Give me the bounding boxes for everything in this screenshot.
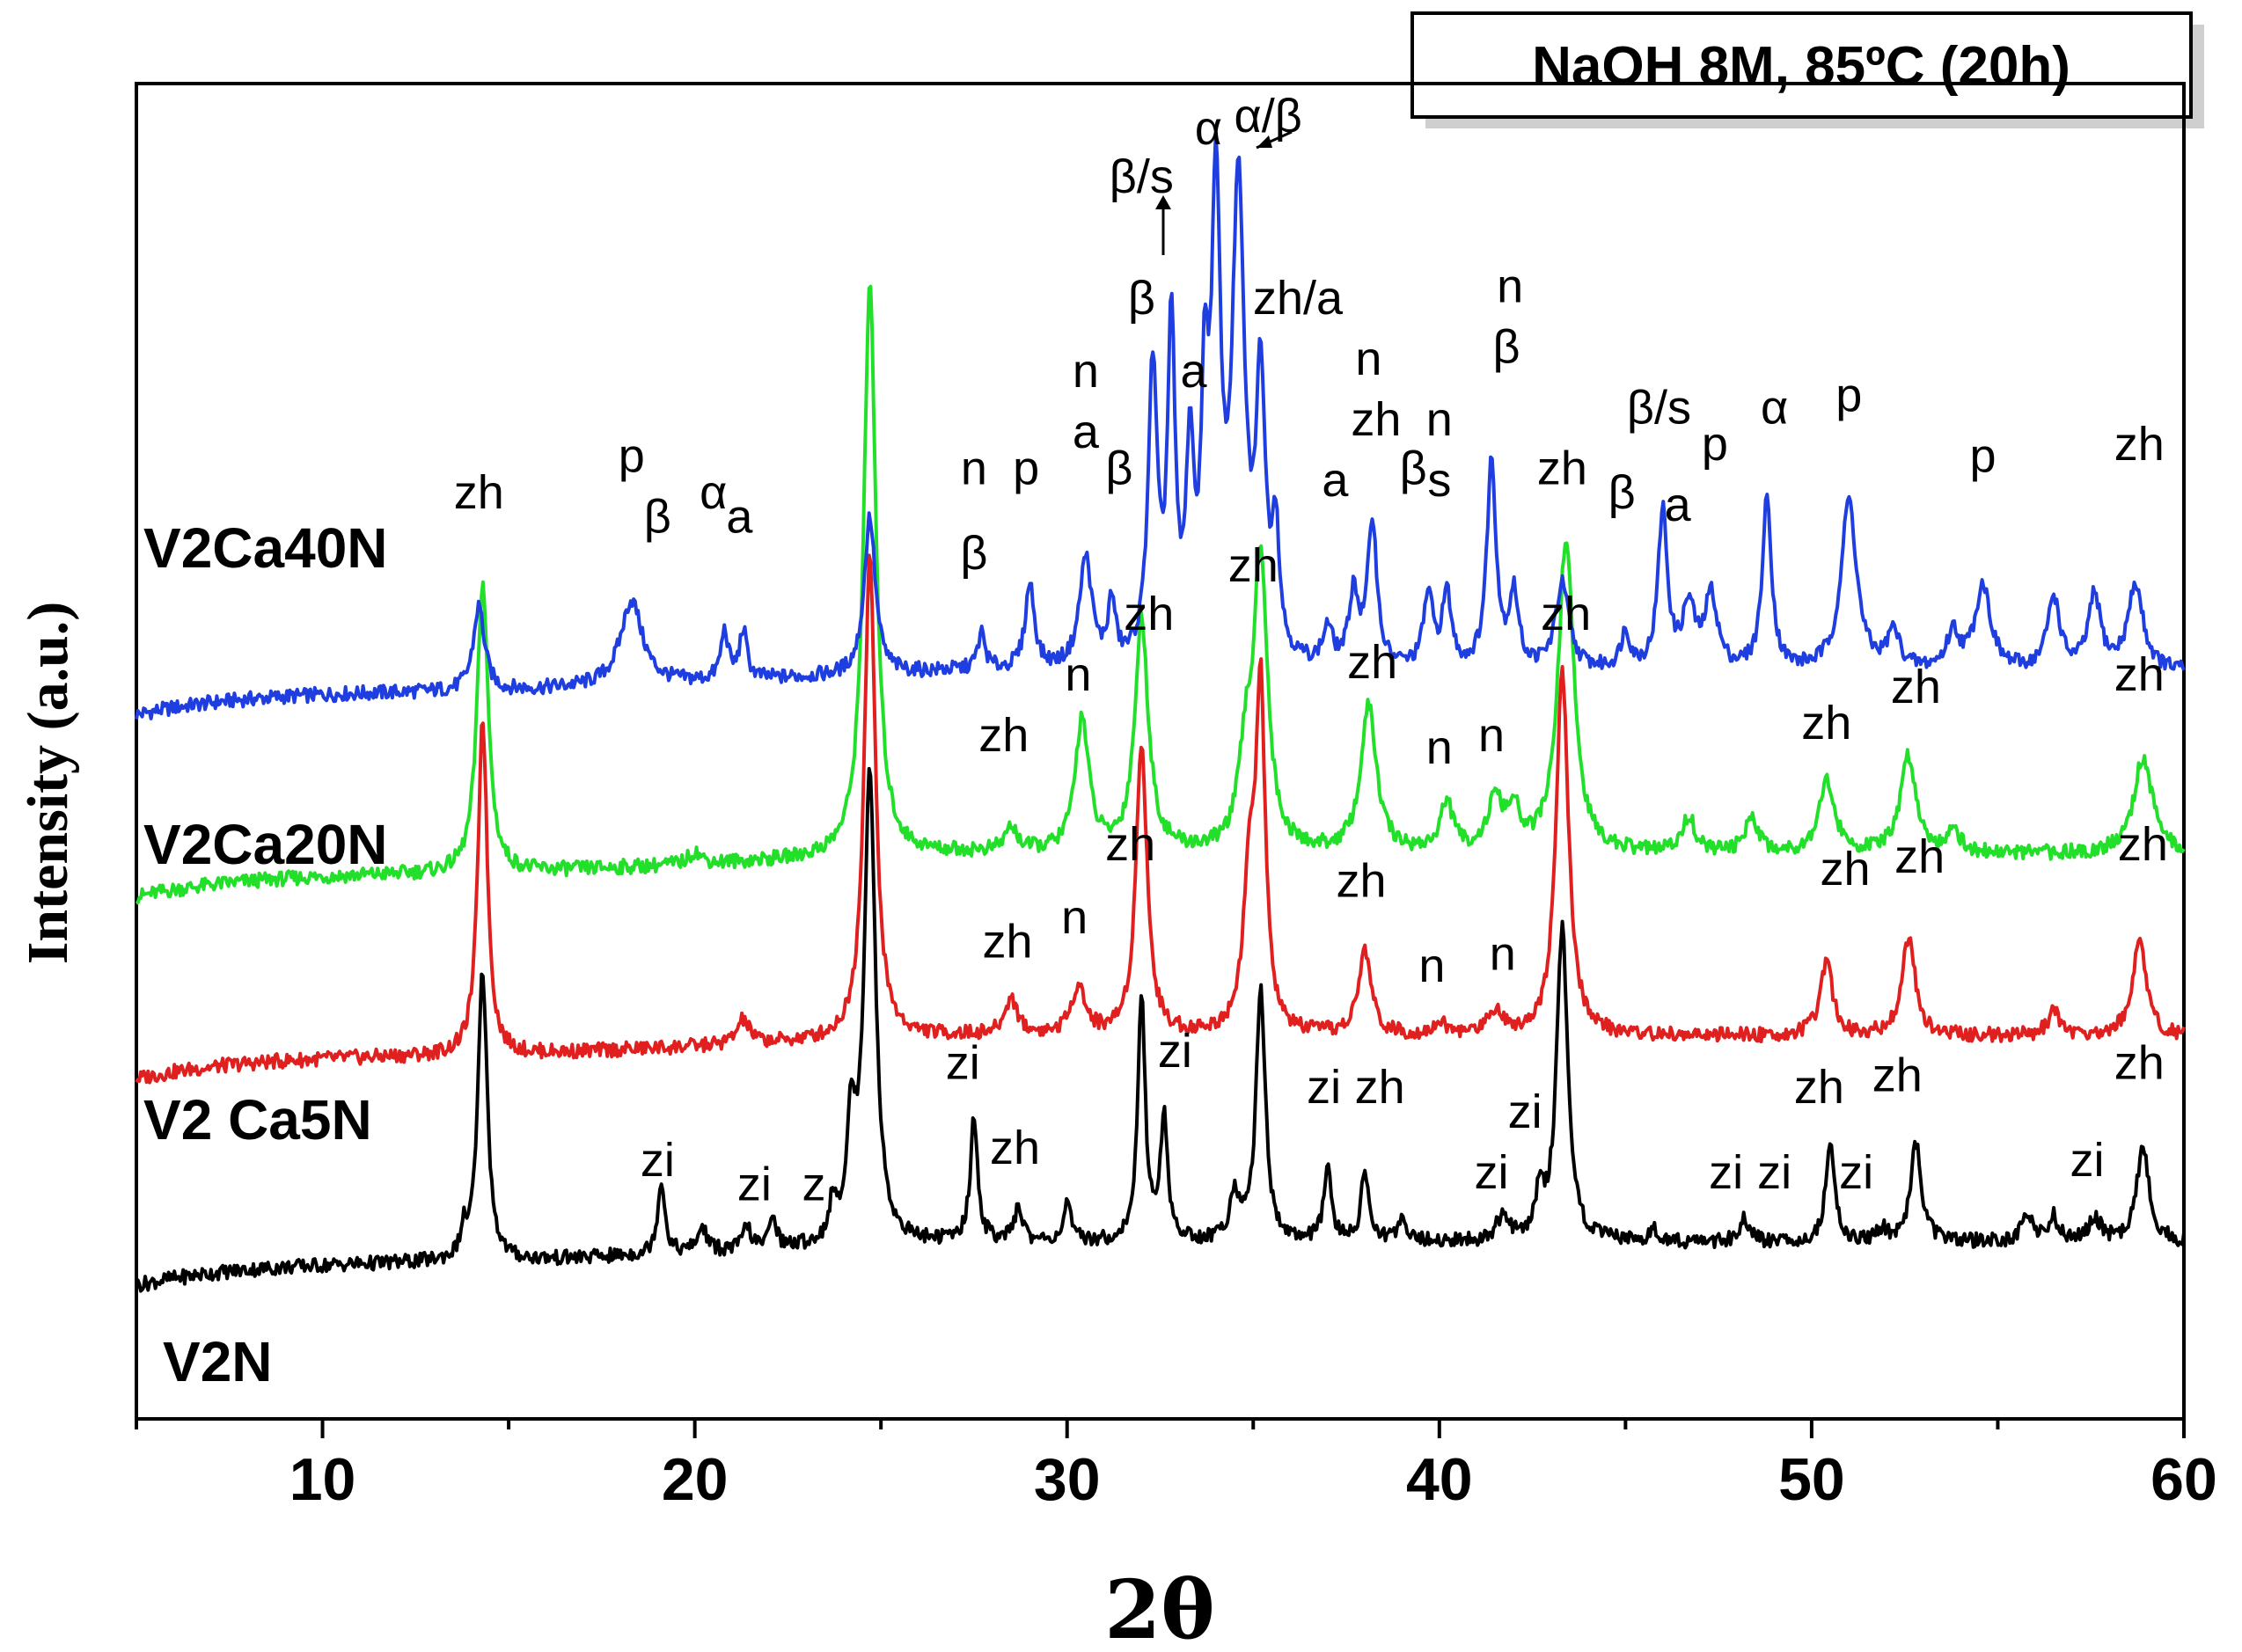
peak-annotation: zh	[1105, 818, 1155, 871]
peak-annotation: a	[1073, 406, 1100, 458]
peak-annotation: β	[1128, 272, 1155, 325]
peak-annotation: zh	[1872, 1049, 1923, 1101]
x-axis-title: 2θ	[1104, 1562, 1214, 1652]
peak-annotation: β	[1608, 466, 1636, 519]
series-line-v2ca40n	[135, 132, 2186, 720]
x-tick-label: 60	[2150, 1446, 2217, 1513]
peak-annotation: zh	[1820, 843, 1870, 895]
arrow-head-alpha-beta	[1257, 135, 1272, 148]
plot-frame	[135, 82, 2186, 1421]
condition-box: NaOH 8M, 85ºC (20h)	[1410, 11, 2204, 128]
peak-annotation: zi	[737, 1159, 772, 1211]
peak-annotation: p	[1970, 430, 1997, 483]
peak-annotation: zh	[1336, 855, 1386, 908]
peak-annotation: zi	[1757, 1146, 1791, 1199]
peak-annotation: zh	[1347, 636, 1397, 689]
peak-annotation: β	[644, 491, 671, 544]
peak-annotation: zh	[1801, 697, 1851, 749]
peak-annotation: zi	[1475, 1146, 1509, 1199]
peak-annotation: n	[1061, 891, 1088, 944]
peak-annotation: α	[1761, 381, 1788, 434]
peak-annotation: n	[1490, 927, 1516, 980]
peak-annotation: zh	[1124, 588, 1174, 640]
peak-annotation: zh	[978, 709, 1029, 762]
peak-annotation: s	[1427, 454, 1451, 507]
peak-annotation: zh	[1355, 1061, 1405, 1114]
series-label-v2ca40n: V2Ca40N	[143, 516, 388, 580]
peak-annotation: zi	[1508, 1085, 1542, 1138]
peak-annotation: p	[1702, 418, 1728, 471]
peak-annotation: n	[961, 442, 987, 494]
peak-annotation: zh	[1228, 539, 1279, 592]
peak-annotation: n	[1065, 648, 1091, 701]
peak-annotation: zh	[2114, 1037, 2165, 1090]
peak-annotation: zi	[1307, 1061, 1341, 1114]
peak-annotation: zh	[983, 916, 1033, 969]
peak-annotation: n	[1418, 939, 1445, 992]
series-layer	[135, 132, 2186, 1293]
x-tick-label: 50	[1778, 1446, 1845, 1513]
annotation-layer: zhpβαazhnβpnaβββ/saαα/βzh/aanzhβsnnβzhββ…	[454, 90, 2168, 1211]
peak-annotation: α	[700, 466, 727, 519]
peak-annotation: zi	[1709, 1146, 1743, 1199]
peak-annotation: a	[726, 491, 753, 544]
peak-annotation: zh	[1351, 393, 1401, 446]
annotation-arrows	[1155, 130, 1293, 255]
peak-annotation: zh	[990, 1122, 1040, 1174]
series-line-v2n	[135, 766, 2186, 1293]
peak-annotation: zi	[641, 1134, 675, 1187]
x-tick-label: 40	[1406, 1446, 1473, 1513]
x-tick-label: 10	[289, 1446, 356, 1513]
peak-annotation: zh	[454, 466, 504, 519]
peak-annotation: zh	[2114, 418, 2165, 471]
peak-annotation: β	[1400, 442, 1427, 494]
peak-annotation: zh	[1891, 661, 1941, 713]
peak-annotation: n	[1073, 345, 1099, 398]
peak-annotation: zh	[1894, 830, 1945, 883]
peak-annotation: zi	[946, 1037, 980, 1090]
x-tick-label: 20	[662, 1446, 729, 1513]
series-labels: V2Ca40N V2Ca20N V2 Ca5N V2N	[143, 516, 388, 1393]
series-label-v2ca20n: V2Ca20N	[143, 813, 388, 876]
peak-annotation: zh	[1794, 1061, 1844, 1114]
condition-box-frame	[1410, 11, 2193, 119]
peak-annotation: β/s	[1110, 150, 1174, 203]
condition-box-text: NaOH 8M, 85ºC (20h)	[1532, 36, 2070, 97]
peak-annotation: α/β	[1235, 90, 1302, 143]
peak-annotation: n	[1355, 333, 1381, 385]
series-label-v2ca5n: V2 Ca5N	[143, 1088, 372, 1151]
peak-annotation: a	[1665, 479, 1692, 531]
peak-annotation: β/s	[1627, 381, 1691, 434]
series-line-v2ca5n	[135, 553, 2186, 1085]
peak-annotation: β	[960, 527, 987, 580]
peak-annotation: zh	[2118, 818, 2168, 871]
peak-annotation: p	[1835, 369, 1862, 422]
y-axis-title: Intensity (a.u.)	[16, 602, 80, 965]
peak-annotation: zi	[1839, 1146, 1873, 1199]
peak-annotation: β	[1492, 320, 1520, 373]
peak-annotation: p	[619, 430, 645, 483]
peak-annotation: β	[1105, 442, 1132, 494]
peak-annotation: zh	[1541, 588, 1591, 640]
peak-annotation: zi	[1158, 1025, 1192, 1078]
peak-annotation: zh	[1537, 442, 1587, 494]
series-line-v2ca20n	[135, 284, 2186, 905]
peak-annotation: a	[1322, 454, 1349, 507]
peak-annotation: n	[1497, 259, 1523, 312]
peak-annotation: zi	[2070, 1134, 2104, 1187]
peak-annotation: α	[1195, 102, 1222, 155]
x-axis-ticks: 10 20 30 40 50 60	[135, 1419, 2217, 1513]
peak-annotation: n	[1426, 393, 1453, 446]
series-label-v2n: V2N	[163, 1330, 273, 1393]
peak-annotation: a	[1181, 345, 1208, 398]
peak-annotation: n	[1478, 709, 1505, 762]
peak-annotation: z	[802, 1159, 826, 1211]
arrow-head-beta-s	[1155, 195, 1171, 209]
peak-annotation: zh/a	[1253, 272, 1344, 325]
peak-annotation: n	[1426, 721, 1453, 774]
peak-annotation: zh	[2114, 648, 2165, 701]
peak-annotation: p	[1013, 442, 1039, 494]
x-tick-label: 30	[1034, 1446, 1101, 1513]
